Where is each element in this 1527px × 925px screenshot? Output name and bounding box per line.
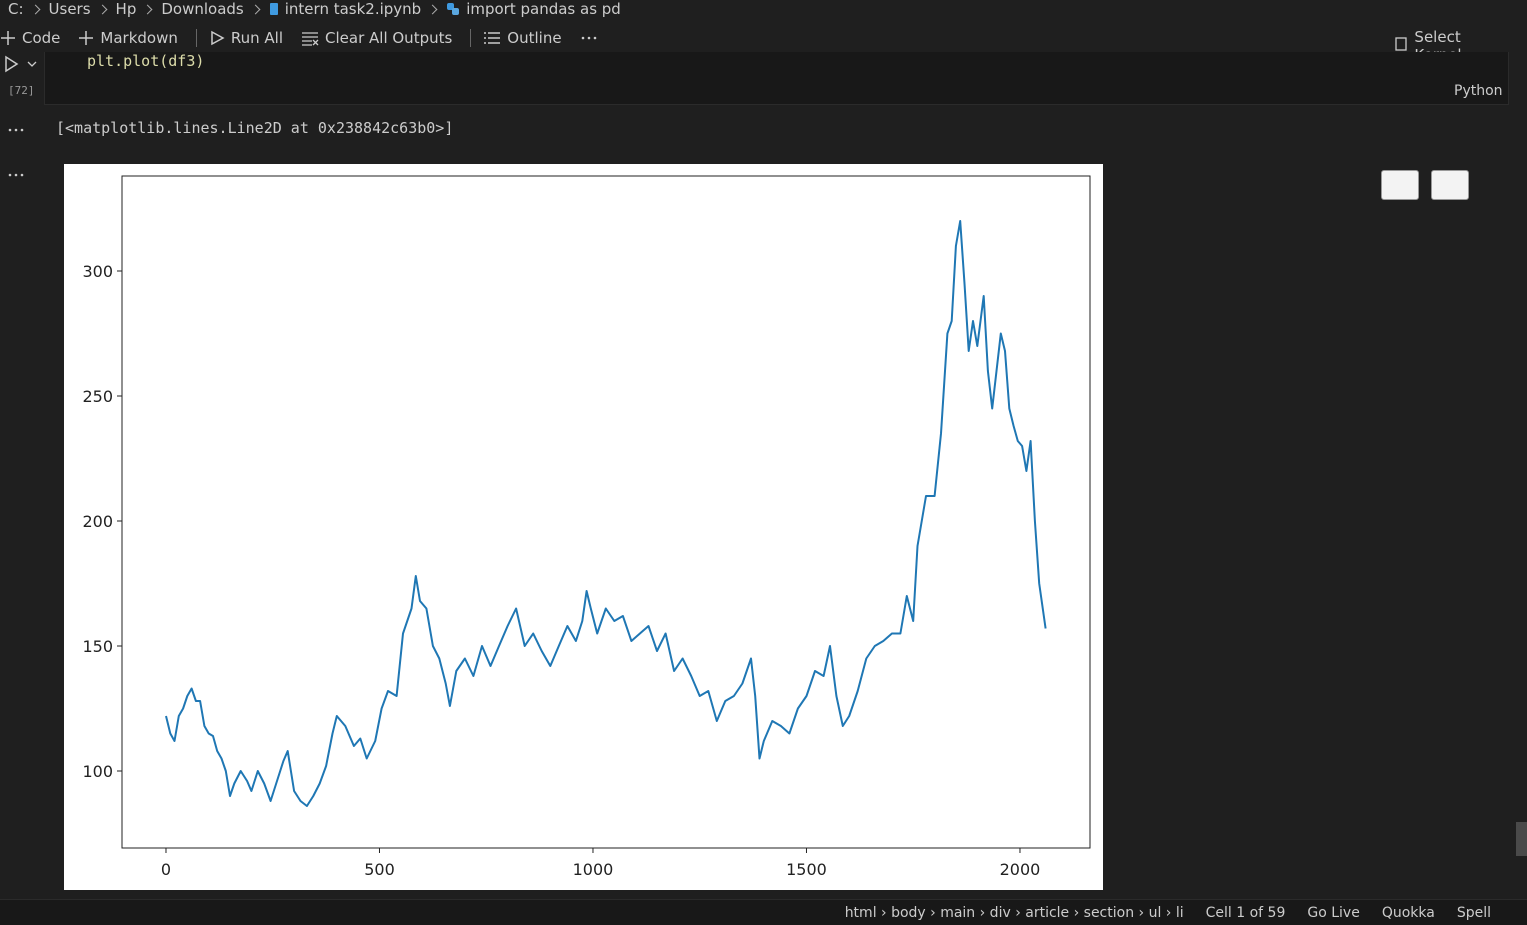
crumb[interactable]: Downloads (161, 0, 244, 18)
crumb[interactable]: Users (48, 0, 91, 18)
y-tick-label: 250 (82, 387, 113, 406)
run-all[interactable]: Run All (209, 29, 283, 47)
run-cell[interactable] (4, 55, 40, 73)
x-tick-label: 1000 (573, 860, 614, 879)
output-more[interactable] (8, 127, 26, 133)
y-tick-label: 100 (82, 762, 113, 781)
label: Clear All Outputs (325, 29, 453, 47)
x-tick-label: 500 (364, 860, 395, 879)
crumb[interactable]: Hp (115, 0, 137, 18)
more[interactable] (580, 30, 598, 46)
copy-button[interactable] (1381, 170, 1419, 200)
spell[interactable]: Spell (1456, 904, 1491, 921)
y-tick-label: 300 (82, 262, 113, 281)
y-tick-label: 200 (82, 512, 113, 531)
status-bar: html › body › main › div › article › sec… (0, 899, 1527, 925)
outline[interactable]: Outline (483, 29, 562, 47)
x-tick-label: 2000 (1000, 860, 1041, 879)
status-cell[interactable]: Cell 1 of 59 (1205, 904, 1286, 921)
save-button[interactable] (1431, 170, 1469, 200)
file-icon (269, 3, 278, 15)
label: Run All (230, 29, 284, 47)
plot-frame (121, 175, 1091, 849)
go-live[interactable]: Go Live (1307, 904, 1360, 921)
cell-language[interactable]: Python (1454, 83, 1503, 99)
y-tick-label: 150 (82, 637, 113, 656)
crumb[interactable]: import pandas as pd (466, 0, 621, 18)
scrollbar-thumb[interactable] (1516, 822, 1527, 856)
code-line: plt.plot(df3) (87, 52, 205, 70)
add-code[interactable]: Code (0, 29, 60, 47)
label: Markdown (100, 29, 178, 47)
execution-count: [72] (8, 84, 35, 97)
chart: 100 150 200 250 300 0 500 1000 1500 2000 (64, 164, 1103, 890)
add-markdown[interactable]: Markdown (78, 29, 178, 47)
status-path[interactable]: html › body › main › div › article › sec… (844, 904, 1184, 921)
data-line (165, 220, 1047, 807)
label: Outline (507, 29, 562, 47)
x-tick-label: 0 (161, 860, 171, 879)
notebook-toolbar: Code Markdown Run All Clear All Outputs … (0, 26, 598, 50)
clear-outputs[interactable]: Clear All Outputs (301, 29, 452, 47)
crumb[interactable]: intern task2.ipynb (284, 0, 422, 18)
crumb[interactable]: C: (8, 0, 24, 18)
python-icon (447, 3, 460, 15)
output-more[interactable] (8, 172, 26, 178)
label: Code (22, 29, 61, 47)
output-text: [<matplotlib.lines.Line2D at 0x238842c63… (56, 119, 454, 137)
code-cell[interactable] (44, 52, 1509, 105)
breadcrumb: C: Users Hp Downloads intern task2.ipynb… (8, 0, 621, 18)
quokka[interactable]: Quokka (1381, 904, 1435, 921)
x-tick-label: 1500 (786, 860, 827, 879)
